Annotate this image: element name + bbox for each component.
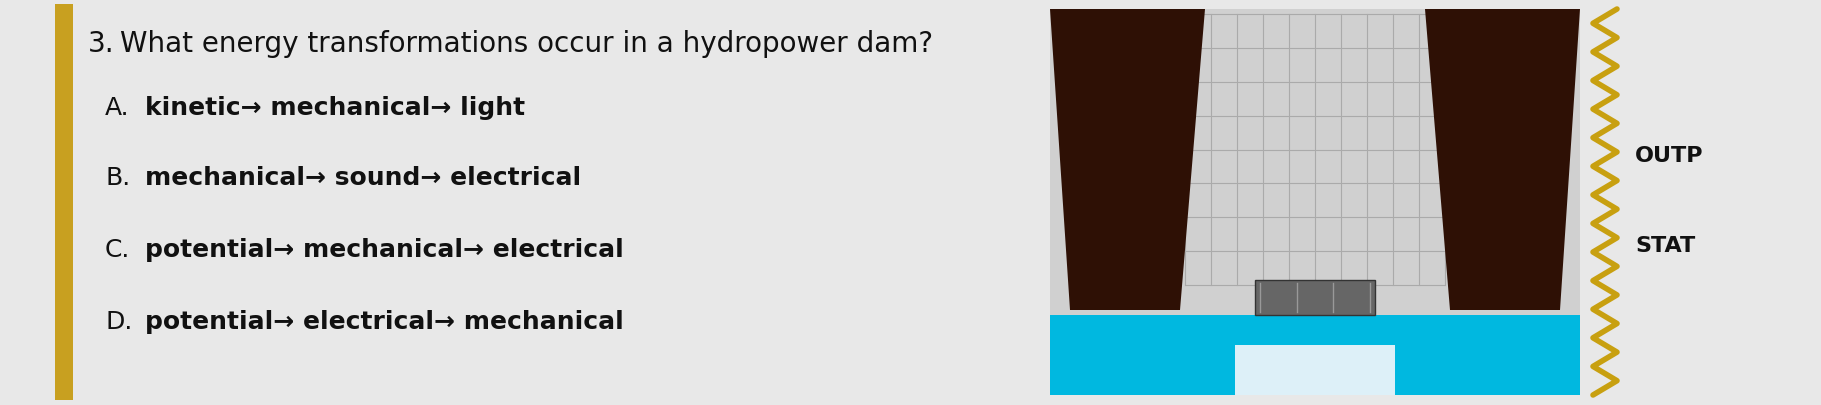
- Text: STAT: STAT: [1635, 235, 1695, 256]
- Text: A.: A.: [106, 96, 129, 120]
- Text: mechanical→ sound→ electrical: mechanical→ sound→ electrical: [146, 166, 581, 190]
- Text: OUTP: OUTP: [1635, 146, 1703, 166]
- Text: kinetic→ mechanical→ light: kinetic→ mechanical→ light: [146, 96, 524, 120]
- Bar: [1051, 315, 1581, 395]
- Text: potential→ electrical→ mechanical: potential→ electrical→ mechanical: [146, 309, 625, 333]
- Bar: [1051, 10, 1581, 395]
- Polygon shape: [1426, 10, 1581, 310]
- Bar: [1235, 345, 1395, 395]
- Bar: [1255, 280, 1375, 315]
- Text: D.: D.: [106, 309, 133, 333]
- Text: C.: C.: [106, 237, 131, 261]
- Text: potential→ mechanical→ electrical: potential→ mechanical→ electrical: [146, 237, 625, 261]
- Text: 3.: 3.: [87, 30, 115, 58]
- Bar: [55, 5, 73, 400]
- Text: What energy transformations occur in a hydropower dam?: What energy transformations occur in a h…: [120, 30, 932, 58]
- Polygon shape: [1051, 10, 1206, 310]
- Text: B.: B.: [106, 166, 131, 190]
